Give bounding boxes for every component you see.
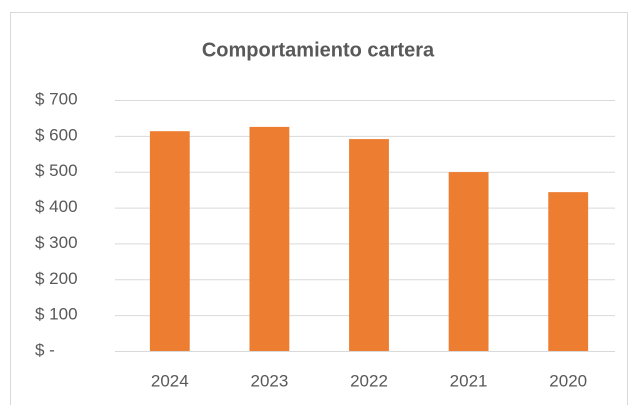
x-tick-label: 2021 [450, 371, 488, 390]
chart-title: Comportamiento cartera [202, 39, 435, 61]
y-tick-label: $ 200 [35, 269, 78, 288]
bar [448, 172, 489, 351]
bar [249, 126, 290, 352]
y-tick-label: $ 700 [35, 89, 78, 108]
x-tick-label: 2020 [549, 371, 587, 390]
bar [548, 192, 589, 351]
chart-border [10, 12, 628, 405]
bar [349, 139, 389, 351]
x-tick-label: 2023 [250, 371, 288, 390]
y-tick-label: $ 500 [35, 161, 78, 180]
bar [149, 131, 190, 351]
y-tick-label: $ 100 [35, 305, 78, 324]
x-tick-label: 2022 [350, 371, 388, 390]
y-tick-label: $ 300 [35, 233, 78, 252]
y-tick-label: $ 400 [35, 197, 78, 216]
y-tick-label: $ - [35, 340, 55, 359]
x-tick-label: 2024 [151, 371, 189, 390]
y-tick-label: $ 600 [35, 125, 78, 144]
